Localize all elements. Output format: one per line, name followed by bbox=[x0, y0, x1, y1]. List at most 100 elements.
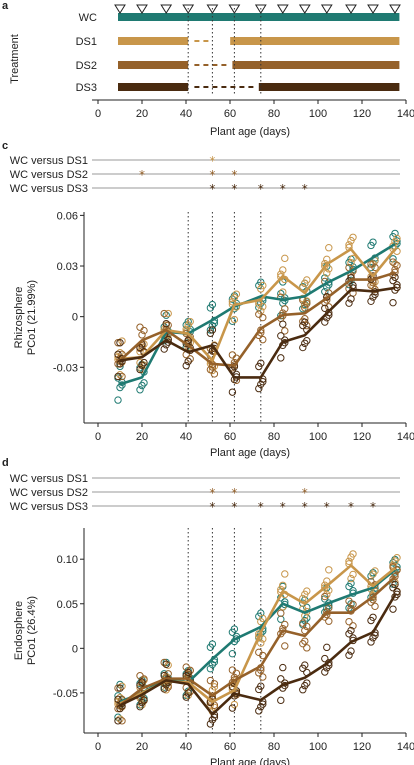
rhizosphere-y-tick-label-0: 0.06 bbox=[57, 210, 78, 222]
endosphere-point-ds3 bbox=[184, 668, 192, 677]
rhizosphere-point-ds1 bbox=[349, 233, 357, 241]
rhizosphere-point-ds1 bbox=[186, 317, 194, 326]
endosphere-point-ds2 bbox=[391, 572, 399, 581]
endosphere-sig-star-2-4: * bbox=[302, 500, 308, 514]
treatment-bar-ds3-1 bbox=[258, 83, 400, 91]
endosphere-point-ds2 bbox=[325, 604, 333, 612]
rhizosphere-point-wc bbox=[206, 326, 215, 334]
rhizosphere-point-ds1 bbox=[118, 337, 126, 345]
rhizosphere-x-tick-label-6: 120 bbox=[353, 431, 371, 443]
sampling-triangle-1 bbox=[136, 4, 148, 14]
rhizosphere-point-ds2 bbox=[301, 304, 309, 312]
endosphere-point-wc bbox=[116, 680, 124, 689]
endosphere-point-wc bbox=[206, 665, 215, 673]
endosphere-point-ds2 bbox=[349, 622, 357, 630]
rhizosphere-point-ds1 bbox=[259, 281, 267, 290]
endosphere-sig-star-2-2: * bbox=[258, 500, 264, 514]
endosphere-x-tick-label-5: 100 bbox=[309, 741, 327, 753]
endosphere-point-ds3 bbox=[347, 647, 355, 655]
sampling-triangle-0 bbox=[114, 4, 126, 14]
endosphere-point-ds1 bbox=[349, 550, 357, 558]
endosphere-sig-star-2-7: * bbox=[370, 500, 376, 514]
rhizosphere-sig-star-1-0: * bbox=[139, 168, 145, 182]
treatment-bar-ds3-0 bbox=[118, 83, 189, 91]
endosphere-sig-star-2-1: * bbox=[231, 500, 237, 514]
rhizosphere-y-axis-label-line2: PCo1 (21.99%) bbox=[26, 280, 38, 355]
rhizosphere-point-ds2 bbox=[136, 323, 144, 331]
endosphere-sig-label-1: WC versus DS2 bbox=[10, 487, 88, 499]
panel-a-x-tick-label-2: 40 bbox=[180, 108, 192, 120]
endosphere-y-tick-label-3: -0.05 bbox=[53, 688, 78, 700]
rhizosphere-point-ds1 bbox=[323, 255, 331, 264]
endosphere-point-ds2 bbox=[277, 609, 285, 617]
rhizosphere-point-wc bbox=[391, 229, 399, 238]
rhizosphere-point-ds3 bbox=[393, 281, 401, 289]
endosphere-points-ds3 bbox=[114, 580, 401, 728]
rhizosphere-point-ds3 bbox=[162, 319, 170, 328]
rhizosphere-point-ds3 bbox=[277, 332, 285, 340]
panel-c-label: c bbox=[2, 140, 8, 152]
rhizosphere-point-ds3 bbox=[301, 318, 309, 326]
rhizosphere-point-ds2 bbox=[281, 327, 289, 335]
panel-a-x-tick-label-3: 60 bbox=[224, 108, 236, 120]
endosphere-sig-star-2-6: * bbox=[348, 500, 354, 514]
rhizosphere-point-ds2 bbox=[210, 370, 219, 378]
sampling-triangle-7 bbox=[276, 4, 289, 14]
treatment-label-ds2: DS2 bbox=[76, 60, 97, 72]
endosphere-line-ds3 bbox=[119, 594, 397, 716]
rhizosphere-point-wc bbox=[389, 255, 397, 263]
rhizosphere-point-ds3 bbox=[160, 345, 168, 353]
endosphere-point-ds1 bbox=[259, 614, 267, 623]
panel-a-x-tick-label-0: 0 bbox=[95, 108, 101, 120]
treatment-row-wc: WC bbox=[79, 12, 400, 24]
rhizosphere-point-ds1 bbox=[114, 353, 122, 361]
endosphere-point-ds1 bbox=[325, 566, 333, 574]
rhizosphere-point-wc bbox=[162, 311, 170, 319]
rhizosphere-point-ds1 bbox=[228, 298, 237, 306]
rhizosphere-point-ds2 bbox=[160, 309, 168, 318]
rhizosphere-point-ds1 bbox=[281, 254, 289, 263]
endosphere-point-ds1 bbox=[371, 567, 379, 575]
endosphere-point-ds2 bbox=[281, 642, 289, 650]
endosphere-x-axis-label: Plant age (days) bbox=[210, 757, 290, 765]
endosphere-point-wc bbox=[208, 640, 217, 648]
endosphere-point-ds1 bbox=[210, 703, 219, 712]
rhizosphere-sig-star-2-4: * bbox=[302, 182, 308, 196]
rhizosphere-x-tick-label-1: 20 bbox=[136, 431, 148, 443]
panel-a-x-tick-label-4: 80 bbox=[268, 108, 280, 120]
rhizosphere-point-ds2 bbox=[228, 351, 237, 359]
rhizosphere-point-ds2 bbox=[114, 339, 122, 347]
rhizosphere-point-ds3 bbox=[114, 350, 122, 359]
rhizosphere-y-tick-label-1: 0.03 bbox=[57, 261, 78, 273]
endosphere-sig-star-2-0: * bbox=[209, 500, 215, 514]
rhizosphere-point-ds1 bbox=[230, 315, 239, 324]
endosphere-sig-star-2-3: * bbox=[280, 500, 286, 514]
endosphere-x-tick-label-4: 80 bbox=[268, 741, 280, 753]
endosphere-point-ds3 bbox=[369, 613, 377, 621]
endosphere-point-ds3 bbox=[184, 689, 192, 697]
panel-d-label: d bbox=[2, 457, 9, 469]
rhizosphere-point-ds3 bbox=[116, 339, 124, 347]
endosphere-point-ds3 bbox=[140, 696, 148, 704]
treatment-label-ds1: DS1 bbox=[76, 36, 97, 48]
rhizosphere-x-tick-label-7: 140 bbox=[397, 431, 414, 443]
rhizosphere-point-ds3 bbox=[255, 384, 263, 393]
endosphere-point-ds2 bbox=[208, 692, 217, 700]
rhizosphere-y-tick-label-3: -0.03 bbox=[53, 362, 78, 374]
rhizosphere-point-ds3 bbox=[140, 358, 148, 367]
endosphere-x-tick-label-0: 0 bbox=[95, 741, 101, 753]
rhizosphere-point-ds3 bbox=[208, 326, 217, 334]
rhizosphere-point-ds1 bbox=[301, 301, 309, 310]
rhizosphere-point-wc bbox=[208, 300, 217, 309]
endosphere-point-ds1 bbox=[325, 586, 333, 595]
rhizosphere-point-wc bbox=[114, 396, 122, 404]
rhizosphere-pco1-plot: 0.06 0.03 0 -0.03 0 20 40 60 80 100 120 140 Plant ag… bbox=[13, 210, 414, 459]
rhizosphere-point-ds1 bbox=[164, 309, 172, 318]
endosphere-point-ds2 bbox=[255, 648, 263, 657]
endosphere-point-ds3 bbox=[182, 693, 190, 701]
rhizosphere-sig-star-0-0: * bbox=[209, 154, 215, 168]
endosphere-point-ds1 bbox=[393, 554, 401, 562]
rhizosphere-point-ds2 bbox=[164, 321, 172, 329]
endosphere-point-ds1 bbox=[349, 570, 357, 579]
